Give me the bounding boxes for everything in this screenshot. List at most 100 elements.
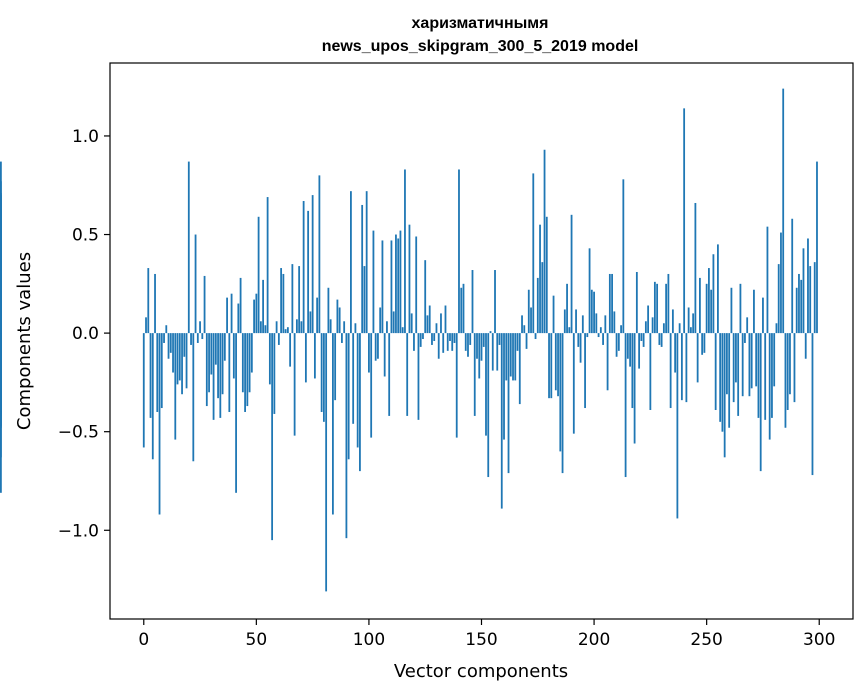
bar-12 — [169, 333, 172, 353]
bar-77 — [316, 297, 319, 334]
bar-106 — [381, 240, 384, 334]
bar-220 — [638, 333, 641, 369]
bar-28 — [205, 333, 208, 407]
bar-224 — [647, 305, 650, 334]
bar-17 — [181, 333, 183, 395]
bar-190 — [570, 214, 573, 334]
bar-257 — [721, 333, 724, 432]
bar-53 — [262, 279, 264, 334]
bar-159 — [500, 333, 503, 509]
bar-201 — [595, 313, 598, 334]
bar-84 — [332, 333, 334, 515]
bar-128 — [431, 333, 433, 345]
bar-231 — [662, 323, 665, 334]
bar-143 — [464, 333, 467, 351]
bar-undefined — [0, 270, 2, 334]
bar-5 — [154, 273, 156, 334]
bar-51 — [257, 216, 260, 334]
bar-238 — [678, 323, 681, 334]
bar-33 — [217, 333, 219, 399]
bar-71 — [302, 201, 305, 334]
bar-165 — [514, 333, 517, 381]
bar-61 — [280, 268, 283, 334]
bar-197 — [586, 333, 589, 338]
bar-46 — [246, 333, 249, 407]
bar-167 — [518, 333, 521, 405]
bar-146 — [471, 270, 474, 334]
bar-155 — [491, 333, 494, 371]
bar-39 — [230, 293, 233, 334]
bar-38 — [228, 333, 231, 412]
bar-267 — [744, 333, 746, 343]
y-tick-label: −0.5 — [58, 423, 99, 443]
bar-276 — [764, 333, 767, 420]
bar-282 — [777, 264, 780, 334]
x-axis-label: Vector components — [394, 661, 568, 682]
bar-91 — [347, 333, 350, 460]
bar-86 — [336, 299, 339, 334]
bar-74 — [309, 311, 312, 334]
bar-227 — [653, 281, 656, 334]
bar-291 — [798, 273, 800, 334]
bar-65 — [289, 333, 292, 367]
bar-191 — [572, 333, 575, 434]
bar-144 — [467, 333, 469, 357]
bar-67 — [293, 333, 296, 436]
bar-102 — [372, 230, 375, 334]
bar-97 — [361, 204, 364, 334]
y-axis-ticks: −1.0 −0.5 0.0 0.5 1.0 — [58, 127, 110, 541]
bar-277 — [766, 226, 769, 334]
bar-92 — [350, 191, 352, 334]
bar-174 — [534, 333, 537, 340]
bar-47 — [248, 333, 251, 393]
x-tick-label: 250 — [690, 630, 722, 650]
bar-34 — [219, 333, 222, 418]
bar-70 — [300, 321, 303, 334]
bar-62 — [282, 273, 285, 334]
bar-212 — [620, 325, 622, 334]
bar-204 — [602, 333, 604, 345]
y-tick-label: 1.0 — [72, 127, 99, 147]
x-axis-ticks: 0 50 100 150 200 250 300 — [138, 619, 835, 650]
bar-105 — [379, 307, 382, 334]
bar-248 — [701, 333, 704, 355]
bar-176 — [539, 224, 541, 334]
bar-186 — [561, 333, 564, 474]
bar-127 — [428, 305, 431, 334]
bar-79 — [320, 333, 323, 412]
bar-255 — [717, 244, 719, 334]
bar-269 — [748, 333, 751, 397]
bar-121 — [415, 236, 418, 334]
bar-298 — [813, 262, 816, 334]
bar-194 — [579, 333, 582, 363]
bar-200 — [593, 291, 595, 334]
bar-44 — [241, 333, 244, 393]
bar-154 — [489, 331, 492, 334]
x-tick-label: 200 — [578, 630, 610, 650]
bar-2 — [147, 268, 150, 334]
bar-112 — [395, 234, 397, 334]
bar-42 — [237, 303, 240, 334]
bar-236 — [674, 333, 677, 373]
bar-245 — [694, 202, 697, 334]
bar-169 — [523, 325, 526, 334]
bar-244 — [692, 313, 695, 334]
bar-250 — [705, 283, 708, 334]
bar-177 — [541, 262, 544, 334]
bar-132 — [440, 313, 442, 334]
bar-292 — [800, 279, 803, 334]
bar-3 — [149, 333, 152, 418]
bar-205 — [604, 315, 607, 334]
bar-164 — [512, 333, 514, 381]
bar-6 — [156, 333, 159, 412]
bar-100 — [368, 333, 370, 373]
bar-124 — [422, 333, 424, 340]
y-tick-label: 0.0 — [72, 324, 99, 344]
chart-title: харизматичнымя — [412, 15, 549, 32]
bar-10 — [165, 325, 168, 334]
bar-16 — [178, 333, 181, 381]
bar-193 — [577, 333, 580, 347]
bar-263 — [735, 333, 737, 383]
bar-299 — [816, 161, 818, 334]
bar-133 — [442, 333, 445, 353]
